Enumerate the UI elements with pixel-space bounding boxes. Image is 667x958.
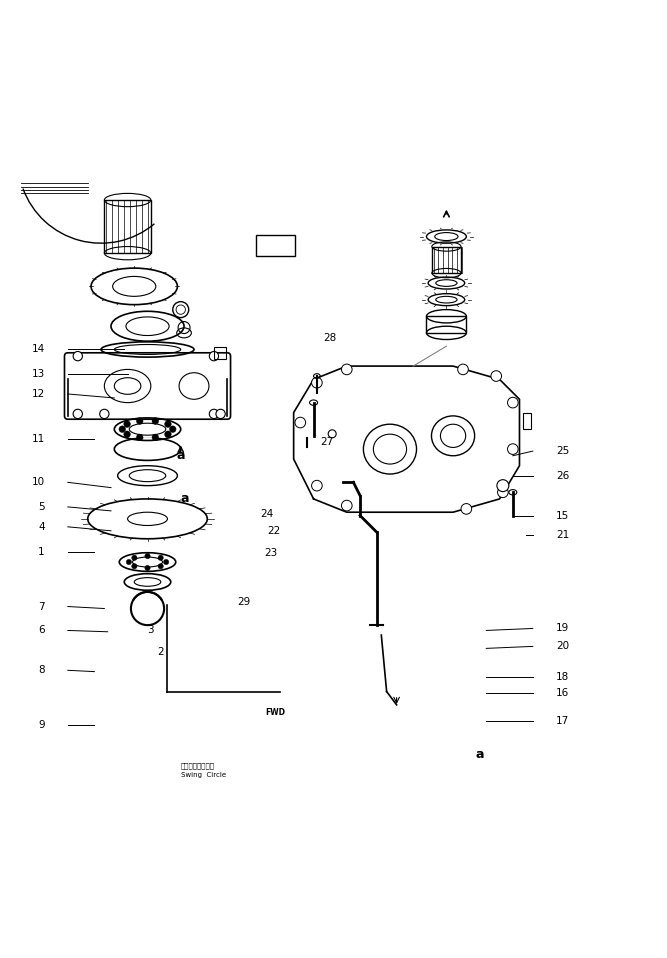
Bar [432, 246, 461, 273]
Text: 6: 6 [38, 626, 45, 635]
Text: a: a [181, 492, 189, 506]
Text: 29: 29 [237, 597, 250, 606]
Bar [214, 348, 226, 359]
Text: 7: 7 [38, 602, 45, 611]
Circle shape [126, 559, 131, 564]
Circle shape [458, 364, 468, 375]
Circle shape [342, 500, 352, 511]
Circle shape [508, 444, 518, 454]
Text: 28: 28 [323, 332, 337, 343]
Bar [104, 200, 151, 253]
Circle shape [73, 352, 83, 361]
Text: スイングサークル: スイングサークル [181, 763, 215, 769]
Circle shape [158, 555, 163, 560]
Bar [426, 316, 466, 332]
Circle shape [498, 487, 508, 497]
Text: 11: 11 [31, 434, 45, 445]
Text: 14: 14 [31, 345, 45, 354]
Text: 27: 27 [320, 438, 334, 447]
Circle shape [145, 565, 150, 571]
Bar [523, 413, 531, 429]
Text: 13: 13 [31, 369, 45, 379]
Circle shape [295, 418, 305, 428]
Text: 1: 1 [38, 547, 45, 557]
Text: 22: 22 [267, 526, 280, 536]
Text: 12: 12 [31, 389, 45, 399]
Text: 5: 5 [38, 502, 45, 512]
Circle shape [158, 563, 163, 569]
Circle shape [131, 555, 137, 560]
Text: 24: 24 [261, 510, 273, 519]
Circle shape [328, 430, 336, 438]
Circle shape [124, 421, 131, 427]
Circle shape [311, 480, 322, 490]
Circle shape [136, 434, 143, 441]
Circle shape [163, 559, 169, 564]
Text: a: a [476, 748, 484, 762]
Polygon shape [293, 366, 520, 513]
Text: 19: 19 [556, 624, 569, 633]
Circle shape [342, 364, 352, 375]
Text: 26: 26 [556, 470, 569, 481]
Circle shape [216, 409, 225, 419]
Circle shape [209, 352, 219, 361]
Circle shape [73, 409, 83, 419]
Text: a: a [177, 449, 185, 463]
Circle shape [508, 398, 518, 408]
Text: 3: 3 [147, 626, 154, 635]
Circle shape [209, 409, 219, 419]
Circle shape [152, 434, 159, 441]
Text: 4: 4 [38, 522, 45, 532]
Circle shape [165, 431, 171, 438]
Circle shape [99, 409, 109, 419]
Circle shape [119, 426, 125, 432]
Text: 20: 20 [556, 642, 569, 651]
Text: 10: 10 [31, 477, 45, 488]
Text: 23: 23 [263, 548, 277, 559]
Text: 15: 15 [556, 511, 569, 520]
Text: 9: 9 [38, 719, 45, 730]
Text: 8: 8 [38, 665, 45, 675]
Circle shape [145, 554, 150, 559]
Circle shape [497, 480, 509, 491]
Circle shape [491, 371, 502, 381]
Text: 21: 21 [556, 531, 569, 540]
Circle shape [169, 426, 176, 432]
Text: 17: 17 [556, 717, 569, 726]
Text: FWD: FWD [265, 708, 285, 718]
Text: 18: 18 [556, 672, 569, 682]
Text: Swing  Circle: Swing Circle [181, 771, 226, 778]
Text: 2: 2 [157, 647, 164, 656]
Circle shape [124, 431, 131, 438]
FancyBboxPatch shape [255, 235, 295, 256]
Circle shape [461, 504, 472, 514]
Circle shape [165, 421, 171, 427]
Circle shape [131, 563, 137, 569]
Circle shape [136, 418, 143, 424]
Text: 25: 25 [556, 446, 569, 456]
Circle shape [311, 377, 322, 388]
Text: 16: 16 [556, 688, 569, 697]
Circle shape [152, 418, 159, 424]
